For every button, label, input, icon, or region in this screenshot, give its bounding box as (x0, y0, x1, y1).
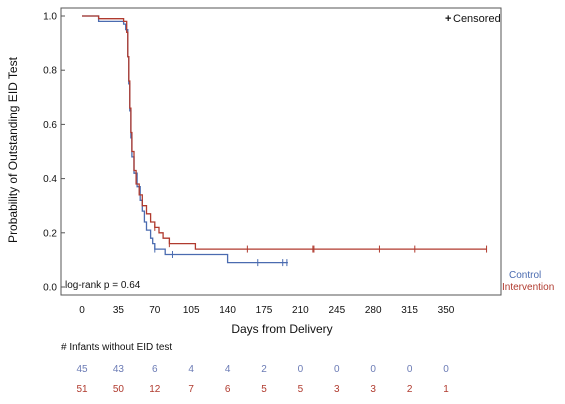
risk-count-control: 45 (76, 364, 88, 375)
risk-table-title: # Infants without EID test (61, 342, 172, 353)
x-tick-label: 280 (365, 305, 382, 316)
risk-count-control: 4 (225, 364, 231, 375)
censor-marks (154, 223, 488, 267)
risk-count-intervention: 7 (188, 384, 194, 395)
risk-count-control: 0 (443, 364, 449, 375)
x-tick-label: 0 (79, 305, 85, 316)
legend-censored-symbol: + (445, 13, 451, 25)
risk-count-control: 6 (152, 364, 158, 375)
log-rank-annotation: log-rank p = 0.64 (65, 280, 141, 291)
risk-count-control: 4 (188, 364, 194, 375)
risk-count-intervention: 3 (370, 384, 376, 395)
legend-censored-label: Censored (453, 13, 501, 25)
axes: 0.0 0.2 0.4 0.6 0.8 1.0 0 35 70 105 140 175 210 245 28… (43, 12, 455, 317)
y-tick-label: 0.8 (43, 66, 57, 77)
x-tick-label: 105 (183, 305, 200, 316)
x-tick-label: 70 (149, 305, 161, 316)
risk-table: 45 43 6 4 4 2 0 0 0 0 0 51 50 12 7 6 5 5 3 3 2 1 (76, 364, 449, 395)
risk-count-intervention: 12 (149, 384, 161, 395)
x-tick-label: 245 (328, 305, 345, 316)
risk-count-intervention: 2 (407, 384, 413, 395)
risk-count-intervention: 1 (443, 384, 449, 395)
risk-count-control: 0 (298, 364, 304, 375)
y-tick-label: 0.4 (43, 174, 57, 185)
risk-count-control: 0 (334, 364, 340, 375)
km-curve-control (82, 15, 288, 264)
x-tick-label: 350 (438, 305, 455, 316)
x-tick-label: 35 (113, 305, 125, 316)
y-tick-label: 0.0 (43, 283, 57, 294)
x-tick-label: 140 (219, 305, 236, 316)
series-lines (82, 15, 487, 264)
risk-count-intervention: 5 (261, 384, 267, 395)
x-tick-label: 315 (401, 305, 418, 316)
series-label-intervention: Intervention (502, 282, 554, 293)
x-tick-label: 175 (256, 305, 273, 316)
risk-count-intervention: 51 (76, 384, 88, 395)
risk-count-control: 0 (370, 364, 376, 375)
series-label-control: Control (509, 270, 541, 281)
risk-count-intervention: 3 (334, 384, 340, 395)
km-curve-intervention (82, 15, 487, 250)
y-tick-label: 0.6 (43, 120, 57, 131)
risk-count-intervention: 5 (298, 384, 304, 395)
y-tick-label: 0.2 (43, 228, 57, 239)
x-tick-label: 210 (292, 305, 309, 316)
y-tick-label: 1.0 (43, 12, 57, 23)
risk-count-control: 0 (407, 364, 413, 375)
risk-count-intervention: 6 (225, 384, 231, 395)
risk-count-intervention: 50 (113, 384, 125, 395)
risk-count-control: 43 (113, 364, 125, 375)
plot-frame (60, 7, 502, 296)
x-axis-label: Days from Delivery (231, 322, 332, 336)
y-axis-label: Probability of Outstanding EID Test (6, 56, 20, 243)
risk-count-control: 2 (261, 364, 267, 375)
